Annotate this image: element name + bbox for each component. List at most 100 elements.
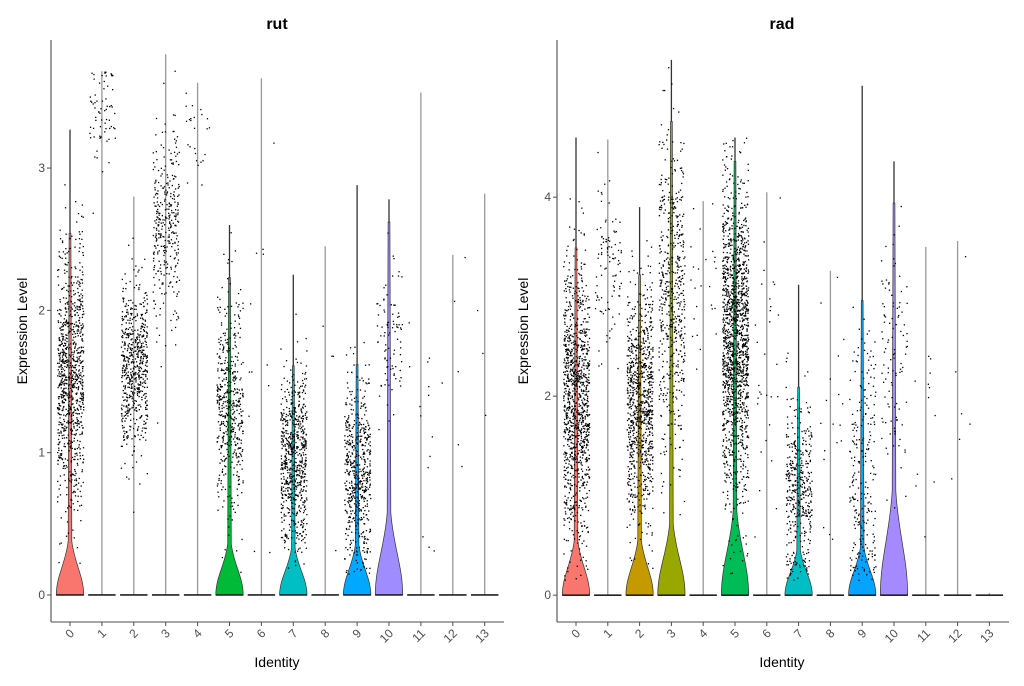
data-point (286, 536, 288, 538)
data-point (127, 313, 129, 315)
data-point (582, 556, 584, 558)
data-point (159, 308, 161, 310)
data-point (294, 499, 297, 501)
data-point (171, 174, 174, 177)
data-point (587, 473, 589, 475)
data-point (288, 391, 290, 393)
data-point (124, 333, 126, 335)
data-point (571, 476, 573, 478)
data-point (173, 198, 175, 200)
data-point (140, 390, 142, 392)
data-point (564, 429, 566, 431)
data-point (355, 541, 357, 543)
data-point (76, 330, 78, 332)
data-point (81, 300, 84, 303)
data-point (366, 518, 368, 520)
data-point (571, 335, 573, 337)
data-point (123, 426, 125, 428)
data-point (568, 431, 570, 434)
data-point (123, 439, 126, 441)
data-point (294, 479, 296, 482)
data-point (583, 405, 585, 407)
data-point (361, 443, 363, 446)
data-point (122, 355, 124, 357)
data-point (369, 449, 371, 451)
data-point (135, 361, 138, 363)
data-point (140, 455, 143, 457)
data-point (573, 238, 575, 241)
data-point (364, 436, 367, 439)
data-point (169, 180, 171, 182)
data-point (387, 334, 390, 336)
data-point (228, 440, 230, 442)
data-point (127, 415, 129, 417)
data-point (77, 348, 79, 350)
data-point (234, 422, 236, 425)
data-point (142, 342, 144, 344)
data-point (346, 453, 348, 455)
data-point (568, 445, 570, 447)
data-point (360, 428, 362, 431)
data-point (572, 367, 574, 369)
data-point (129, 327, 131, 329)
data-point (241, 389, 243, 391)
data-point (62, 391, 65, 393)
data-point (130, 307, 132, 309)
data-point (177, 317, 180, 319)
data-point (126, 393, 128, 396)
data-point (288, 444, 290, 446)
data-point (564, 430, 566, 432)
data-point (369, 476, 371, 478)
data-point (123, 359, 125, 361)
data-point (289, 481, 291, 484)
data-point (126, 405, 128, 408)
data-point (391, 327, 394, 329)
data-point (221, 368, 223, 370)
data-point (130, 348, 132, 351)
data-point (220, 363, 222, 365)
data-point (160, 202, 162, 204)
data-point (280, 388, 283, 391)
data-point (568, 460, 571, 462)
data-point (69, 480, 71, 482)
data-point (63, 429, 65, 431)
data-point (572, 459, 574, 461)
data-point (292, 464, 294, 467)
data-point (565, 452, 567, 454)
data-point (564, 312, 566, 314)
data-point (584, 334, 586, 337)
data-point (77, 488, 79, 490)
data-point (144, 353, 146, 355)
data-point (121, 315, 123, 318)
data-point (72, 397, 74, 399)
data-point (66, 466, 68, 468)
violin-body (374, 221, 404, 596)
data-point (125, 392, 127, 394)
data-point (236, 404, 238, 406)
data-point (78, 238, 81, 240)
data-point (352, 470, 354, 472)
data-point (563, 290, 565, 292)
data-point (569, 371, 571, 373)
data-point (80, 361, 82, 364)
data-point (226, 338, 229, 341)
data-point (75, 344, 77, 346)
data-point (60, 341, 63, 343)
data-point (300, 448, 303, 450)
data-point (578, 422, 580, 424)
data-point (234, 377, 236, 379)
data-point (398, 315, 400, 318)
data-point (78, 231, 80, 233)
data-point (570, 455, 572, 457)
data-point (579, 355, 581, 358)
data-point (567, 245, 569, 247)
data-point (128, 404, 130, 406)
data-point (395, 366, 397, 368)
data-point (304, 384, 307, 386)
data-point (125, 322, 127, 324)
data-point (68, 421, 70, 423)
data-point (568, 437, 571, 439)
data-point (347, 461, 349, 463)
data-point (224, 339, 227, 341)
violin-cluster-0 (55, 129, 85, 596)
